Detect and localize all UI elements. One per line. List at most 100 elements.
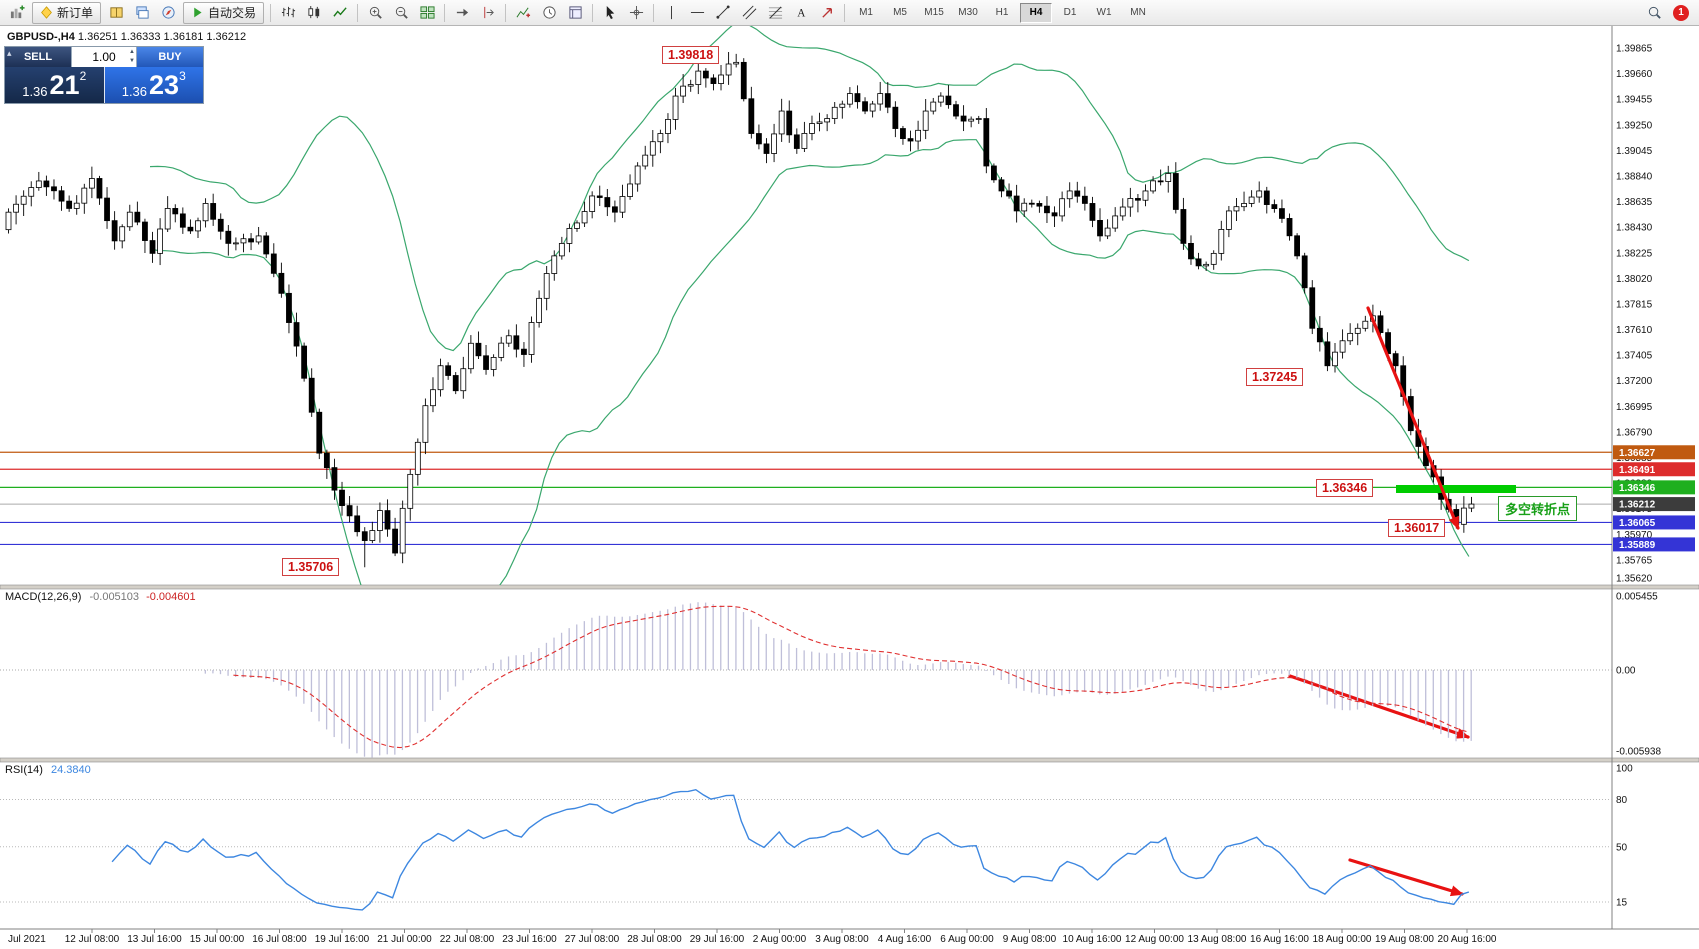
buy-price-button[interactable]: 1.36 23 3 <box>103 67 203 103</box>
candlestick-chart-icon[interactable] <box>301 1 327 25</box>
time-axis-label[interactable]: 13 Aug 08:00 <box>1188 934 1247 945</box>
time-axis-label[interactable]: 3 Aug 08:00 <box>815 934 869 945</box>
timeframe-m15-button[interactable]: M15 <box>924 7 944 18</box>
timeframe-m5-button[interactable]: M5 <box>893 7 907 18</box>
macd-histogram-bar <box>1402 670 1404 711</box>
periods-icon[interactable] <box>536 1 562 25</box>
volume-up-button[interactable]: ▲ <box>129 49 135 55</box>
auto-trading-button[interactable]: 自动交易 <box>183 1 265 24</box>
time-axis-label[interactable]: 23 Jul 16:00 <box>502 934 557 945</box>
candle <box>1392 353 1399 367</box>
time-axis-label[interactable]: 19 Jul 16:00 <box>315 934 370 945</box>
time-axis-label[interactable]: 28 Jul 08:00 <box>627 934 682 945</box>
timeframe-mn-button[interactable]: MN <box>1130 7 1146 18</box>
time-axis-label[interactable]: 10 Aug 16:00 <box>1063 934 1122 945</box>
bar-chart-icon[interactable] <box>275 1 301 25</box>
trend-arrow[interactable] <box>1366 306 1460 530</box>
timeframe-w1-button[interactable]: W1 <box>1096 7 1112 18</box>
macd-histogram-bar <box>1023 670 1025 691</box>
data-window-icon[interactable] <box>129 1 155 25</box>
macd-histogram-bar <box>758 626 760 670</box>
macd-histogram-bar <box>341 670 343 744</box>
chart-shift-icon[interactable] <box>475 1 501 25</box>
market-watch-icon[interactable] <box>103 1 129 25</box>
sell-button[interactable]: SELL <box>5 47 71 67</box>
timeframe-d1-button[interactable]: D1 <box>1063 7 1077 18</box>
trend-arrow[interactable] <box>1348 858 1464 897</box>
templates-icon[interactable] <box>562 1 588 25</box>
price-callout[interactable]: 1.36017 <box>1388 519 1446 537</box>
time-axis-label[interactable]: Jul 2021 <box>8 934 46 945</box>
channel-icon[interactable] <box>736 1 762 25</box>
pivot-highlight-bar[interactable] <box>1396 485 1516 493</box>
candle <box>612 206 618 213</box>
macd-histogram-bar <box>651 612 654 670</box>
candle <box>604 197 611 208</box>
zoom-out-icon[interactable] <box>388 1 414 25</box>
timeframe-h1-button[interactable]: H1 <box>995 7 1009 18</box>
indicators-icon[interactable] <box>510 1 536 25</box>
time-axis-label[interactable]: 20 Aug 16:00 <box>1438 934 1497 945</box>
time-axis-label[interactable]: 22 Jul 08:00 <box>440 934 495 945</box>
time-axis-label[interactable]: 29 Jul 16:00 <box>690 934 745 945</box>
crosshair-icon[interactable] <box>623 1 649 25</box>
price-callout[interactable]: 1.39818 <box>662 46 720 64</box>
macd-histogram-bar <box>621 616 623 670</box>
price-callout[interactable]: 1.35706 <box>282 558 340 576</box>
search-icon[interactable] <box>1641 1 1667 25</box>
candle <box>490 356 497 370</box>
horizontal-line-icon[interactable] <box>684 1 710 25</box>
macd-histogram-bar <box>1349 670 1351 711</box>
timeframe-h4-button[interactable]: H4 <box>1020 2 1053 23</box>
time-axis-label[interactable]: 18 Aug 00:00 <box>1313 934 1372 945</box>
zoom-in-icon[interactable] <box>362 1 388 25</box>
line-chart-icon[interactable] <box>327 1 353 25</box>
text-icon[interactable]: A <box>788 1 814 25</box>
panel-separator[interactable] <box>0 757 1699 763</box>
time-axis-label[interactable]: 12 Aug 00:00 <box>1125 934 1184 945</box>
fibonacci-icon[interactable] <box>762 1 788 25</box>
macd-histogram-bar <box>924 664 927 670</box>
volume-down-button[interactable]: ▼ <box>129 58 135 64</box>
price-callout[interactable]: 1.36346 <box>1316 479 1374 497</box>
time-axis-label[interactable]: 19 Aug 08:00 <box>1375 934 1434 945</box>
arrows-icon[interactable] <box>814 1 840 25</box>
vertical-line-icon[interactable] <box>658 1 684 25</box>
timeframe-m30-button[interactable]: M30 <box>958 7 978 18</box>
macd-histogram-bar <box>1197 670 1199 689</box>
buy-button[interactable]: BUY <box>137 47 203 67</box>
macd-histogram-bar <box>1364 670 1366 708</box>
trendline-icon[interactable] <box>710 1 736 25</box>
time-axis-label[interactable]: 9 Aug 08:00 <box>1003 934 1057 945</box>
time-axis-label[interactable]: 16 Jul 08:00 <box>252 934 307 945</box>
price-callout[interactable]: 1.37245 <box>1246 368 1304 386</box>
time-axis-label[interactable]: 2 Aug 00:00 <box>753 934 807 945</box>
time-axis-label[interactable]: 6 Aug 00:00 <box>940 934 994 945</box>
time-axis-label[interactable]: 15 Jul 00:00 <box>190 934 245 945</box>
volume-input[interactable] <box>72 47 136 67</box>
notification-badge[interactable]: 1 <box>1673 4 1689 21</box>
timeframe-m1-button[interactable]: M1 <box>859 7 873 18</box>
cursor-icon[interactable] <box>597 1 623 25</box>
pivot-annotation[interactable]: 多空转折点 <box>1498 496 1578 521</box>
macd-histogram-bar <box>1265 670 1268 675</box>
sell-price-button[interactable]: 1.36 21 2 <box>5 67 104 103</box>
time-axis-label[interactable]: 27 Jul 08:00 <box>565 934 620 945</box>
one-click-collapse-button[interactable]: ▴ <box>7 48 12 58</box>
time-axis-label[interactable]: 13 Jul 16:00 <box>127 934 182 945</box>
time-axis-label[interactable]: 4 Aug 16:00 <box>878 934 932 945</box>
candle <box>437 365 444 391</box>
tile-windows-icon[interactable] <box>414 1 440 25</box>
time-axis-label[interactable]: 12 Jul 08:00 <box>65 934 120 945</box>
new-chart-icon[interactable] <box>4 1 30 25</box>
navigator-icon[interactable] <box>155 1 181 25</box>
panel-separator[interactable] <box>0 584 1699 590</box>
time-axis-label[interactable]: 16 Aug 16:00 <box>1250 934 1309 945</box>
macd-histogram-bar <box>424 670 426 722</box>
time-axis-label[interactable]: 21 Jul 00:00 <box>377 934 432 945</box>
candle <box>460 368 467 392</box>
auto-scroll-icon[interactable] <box>449 1 475 25</box>
new-order-button[interactable]: 新订单 <box>32 1 102 24</box>
